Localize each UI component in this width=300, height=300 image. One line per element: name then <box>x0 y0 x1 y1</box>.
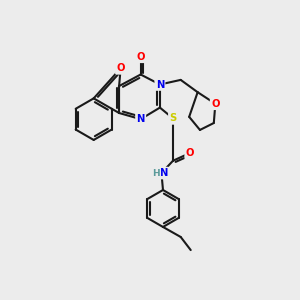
Text: O: O <box>116 63 125 73</box>
Text: N: N <box>156 80 164 89</box>
Text: O: O <box>136 52 145 62</box>
Text: N: N <box>160 168 168 178</box>
Text: O: O <box>186 148 194 158</box>
Text: S: S <box>169 113 177 123</box>
Text: H: H <box>152 169 160 178</box>
Text: N: N <box>136 114 145 124</box>
Text: O: O <box>211 99 220 109</box>
